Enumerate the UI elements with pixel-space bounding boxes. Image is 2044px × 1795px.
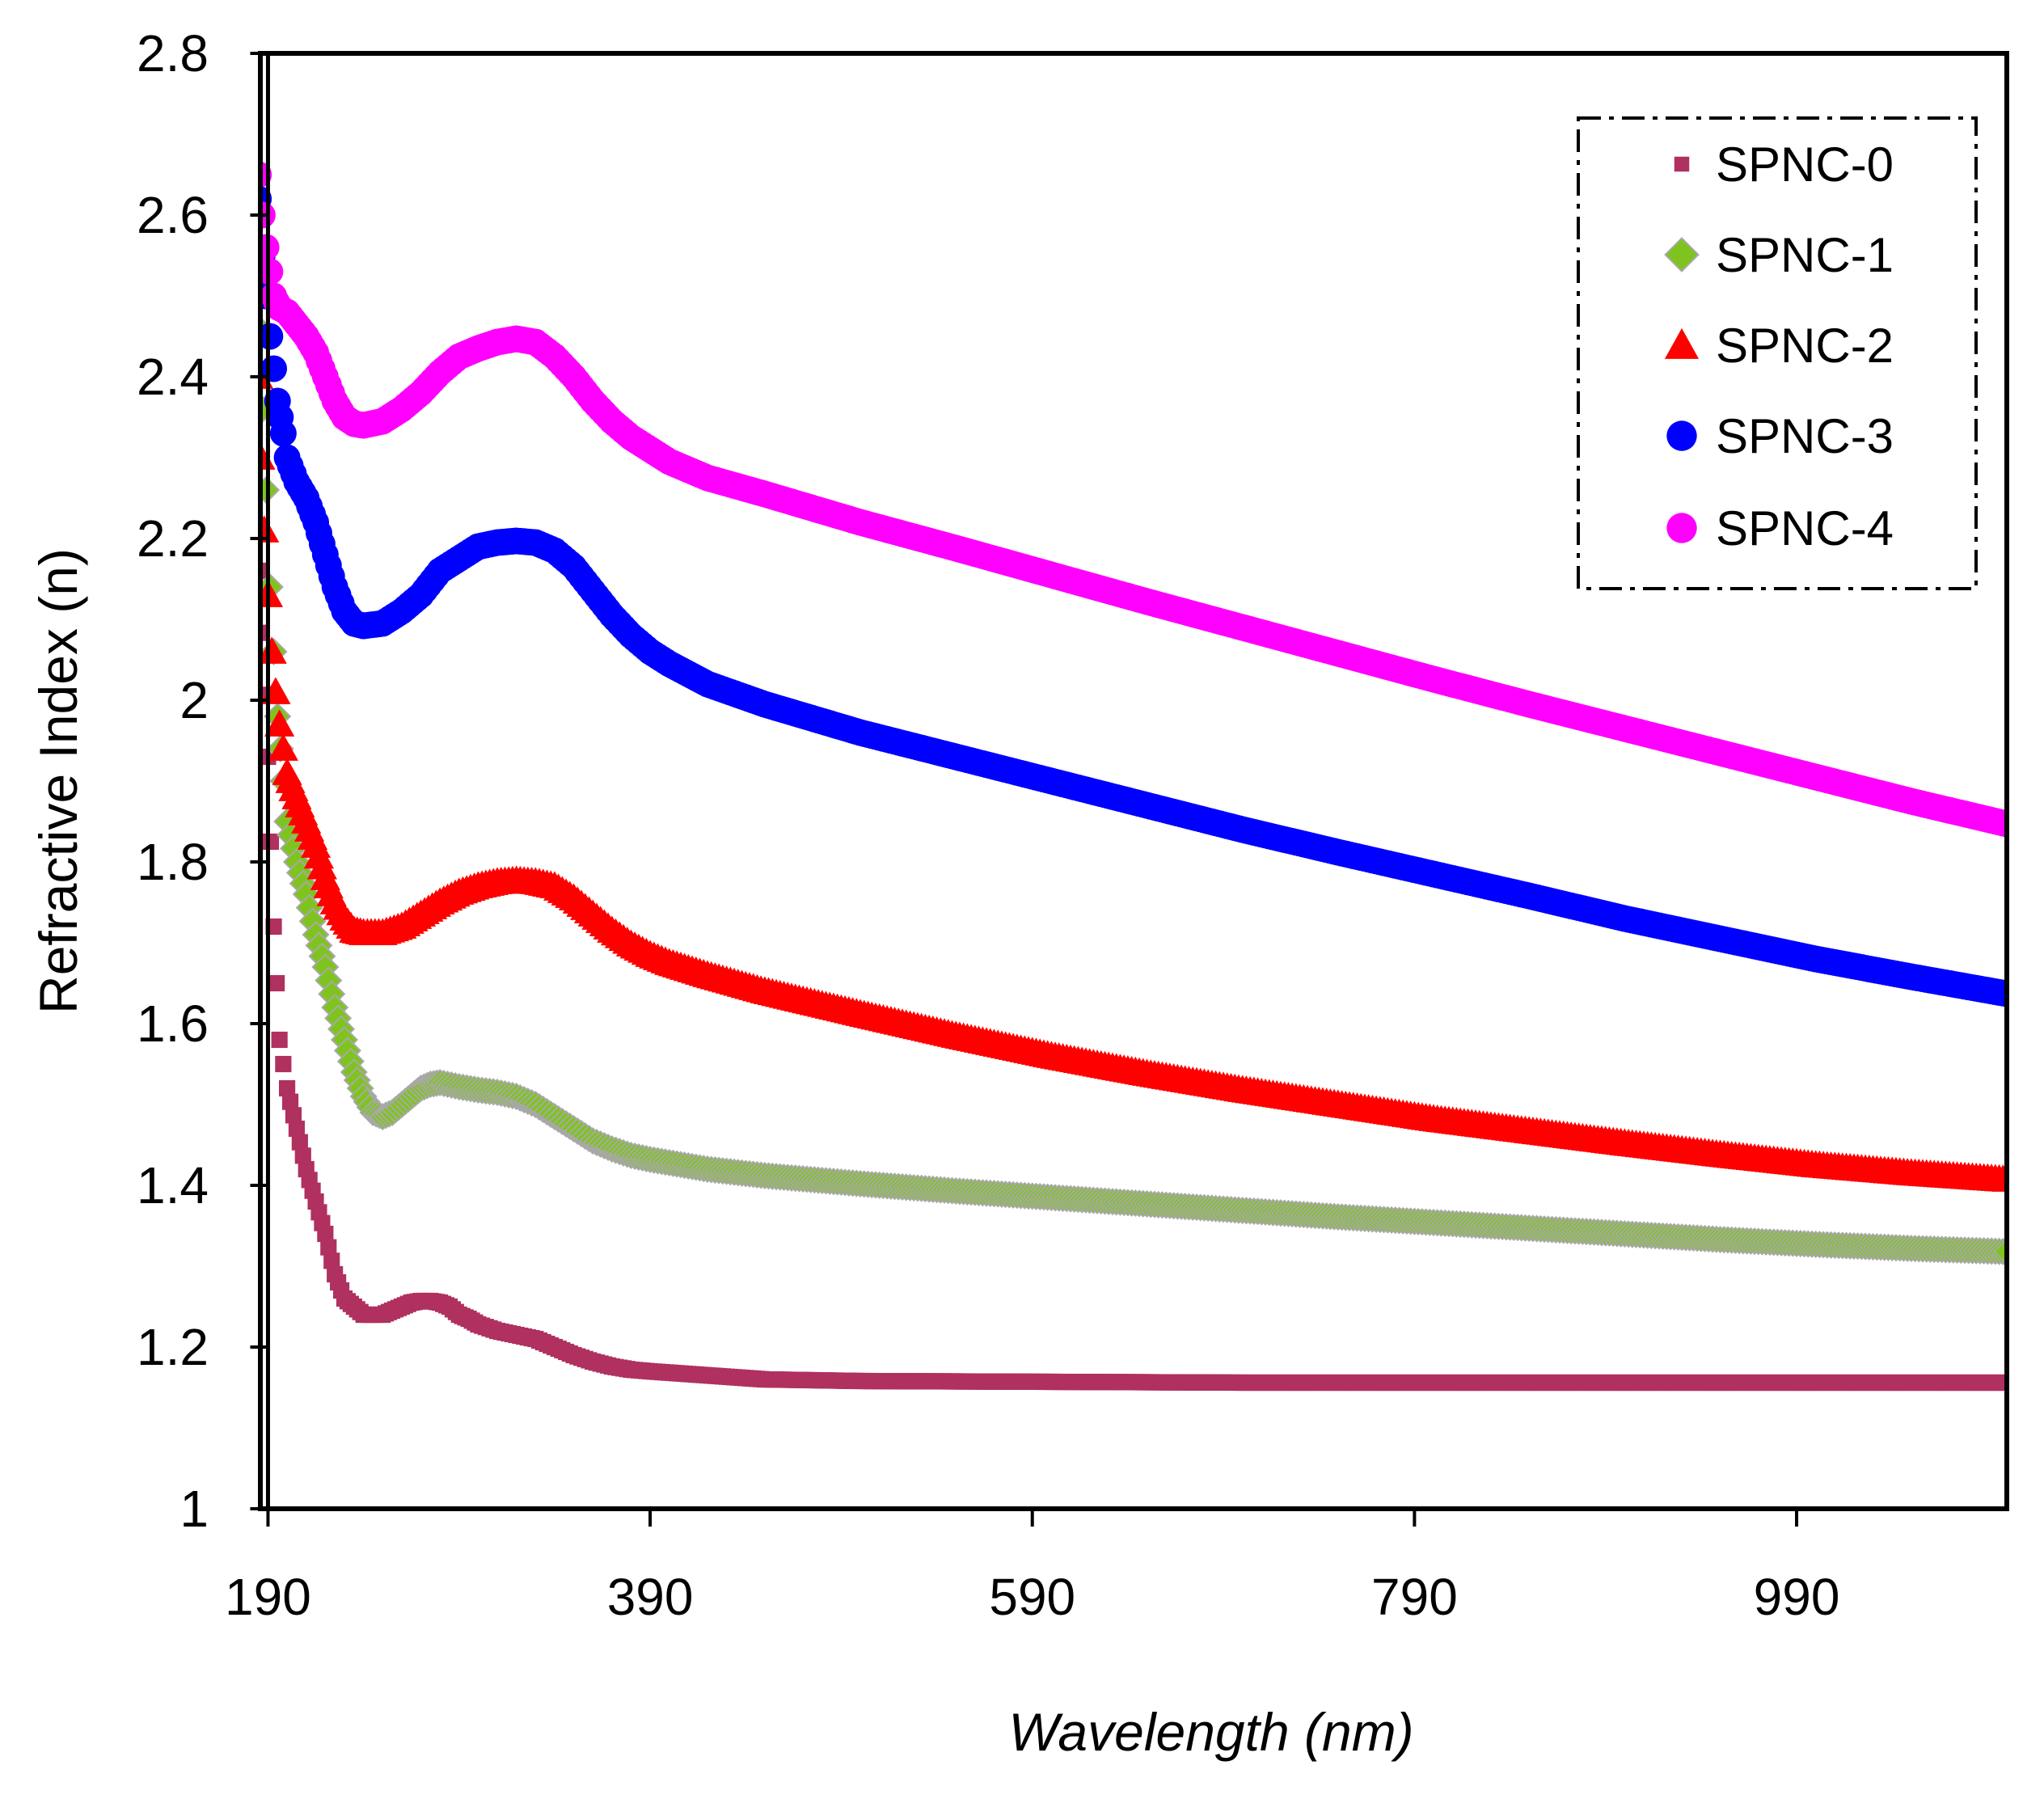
series-layer: [260, 161, 2007, 1392]
legend-entry-spnc-4: SPNC-4: [1666, 501, 1894, 555]
legend-entry-spnc-3: SPNC-3: [1666, 409, 1894, 463]
x-tick-label: 790: [1371, 1568, 1458, 1626]
data-point: [1998, 1374, 2007, 1392]
x-tick-label: 390: [607, 1568, 694, 1626]
y-tick-label: 2.6: [137, 186, 209, 244]
legend-marker: [1666, 420, 1697, 451]
data-point: [317, 1225, 334, 1243]
data-point: [320, 1239, 337, 1256]
data-point: [275, 1055, 292, 1073]
legend-entry-spnc-0: SPNC-0: [1674, 137, 1894, 192]
data-point: [260, 562, 267, 580]
legend-marker: [1666, 513, 1697, 543]
series-spnc-1: [260, 316, 2007, 1266]
series-spnc-2: [260, 365, 2007, 1192]
data-point: [269, 420, 297, 447]
y-tick-label: 2.8: [137, 24, 209, 82]
y-axis-title: Refractive Index (n): [28, 548, 88, 1014]
legend-box: [1577, 116, 1978, 590]
data-point: [260, 624, 270, 641]
data-point: [294, 1147, 311, 1164]
y-tick-label: 2.2: [137, 509, 209, 568]
legend-marker: [1674, 156, 1690, 172]
x-tick-label: 190: [225, 1568, 311, 1626]
data-point: [271, 1031, 288, 1049]
series-spnc-3: [260, 185, 2007, 1007]
x-axis-title: Wavelength (nm): [1008, 1702, 1413, 1762]
series-spnc-4: [260, 161, 2007, 838]
axes: 1 1.2 1.4 1.6 1.8 2 2.2 2.4 2.6 2.8 190 390 590 790 99…: [137, 24, 1839, 1626]
data-point: [285, 1107, 302, 1124]
legend-entry-spnc-2: SPNC-2: [1664, 319, 1894, 373]
data-point: [288, 1120, 305, 1138]
data-point: [1993, 810, 2007, 838]
data-point: [279, 1079, 296, 1097]
x-tick-label: 590: [989, 1568, 1075, 1626]
legend-marker: [1664, 237, 1700, 272]
data-point: [323, 1252, 340, 1269]
legend-label: SPNC-4: [1716, 501, 1894, 555]
data-point: [268, 733, 298, 761]
legend-label: SPNC-1: [1716, 228, 1894, 282]
data-point: [264, 709, 295, 737]
data-point: [1992, 1237, 2007, 1266]
plot-frame: [258, 51, 2009, 1511]
data-point: [1991, 1164, 2007, 1192]
data-point: [1993, 980, 2007, 1007]
data-point: [291, 1134, 308, 1151]
legend-label: SPNC-0: [1716, 137, 1894, 192]
y-tick-label: 2: [179, 671, 209, 729]
x-tick-label: 990: [1754, 1568, 1840, 1626]
y-tick-label: 1: [179, 1480, 209, 1538]
data-point: [268, 974, 285, 992]
y-tick-label: 2.4: [137, 348, 209, 406]
legend-label: SPNC-2: [1716, 319, 1894, 373]
data-point: [281, 1093, 299, 1110]
legend-entry-spnc-1: SPNC-1: [1664, 228, 1894, 282]
y-tick-label: 1.2: [137, 1318, 209, 1376]
legend: SPNC-0 SPNC-1 SPNC-2 SPNC-3 SPNC-4: [1577, 116, 1978, 590]
y-tick-label: 1.4: [137, 1156, 209, 1214]
legend-marker: [1664, 327, 1700, 359]
y-tick-label: 1.8: [137, 833, 209, 891]
y-tick-label: 1.6: [137, 995, 209, 1053]
series-spnc-0: [260, 562, 2007, 1392]
legend-label: SPNC-3: [1716, 409, 1894, 463]
data-point: [262, 833, 280, 851]
plot-border: [258, 51, 2009, 1511]
